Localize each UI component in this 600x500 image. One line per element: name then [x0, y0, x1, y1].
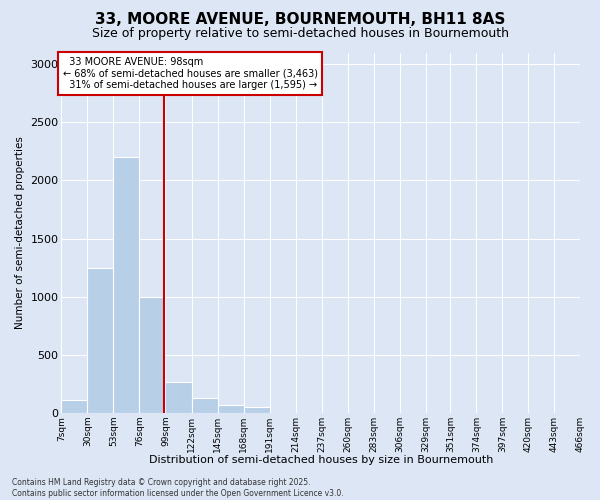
Text: Contains HM Land Registry data © Crown copyright and database right 2025.
Contai: Contains HM Land Registry data © Crown c… — [12, 478, 344, 498]
Y-axis label: Number of semi-detached properties: Number of semi-detached properties — [15, 136, 25, 329]
Title: 33, MOORE AVENUE, BOURNEMOUTH, BH11 8AS
Size of property relative to semi-detach: 33, MOORE AVENUE, BOURNEMOUTH, BH11 8AS … — [0, 499, 1, 500]
Bar — [139, 297, 166, 413]
Bar — [218, 405, 244, 413]
Bar — [113, 157, 139, 413]
Text: Size of property relative to semi-detached houses in Bournemouth: Size of property relative to semi-detach… — [91, 28, 509, 40]
Bar — [244, 408, 269, 413]
Text: 33 MOORE AVENUE: 98sqm
← 68% of semi-detached houses are smaller (3,463)
  31% o: 33 MOORE AVENUE: 98sqm ← 68% of semi-det… — [62, 57, 317, 90]
Bar — [88, 268, 113, 413]
Bar — [191, 398, 218, 413]
Bar — [61, 400, 88, 413]
Bar — [166, 382, 191, 413]
Text: 33, MOORE AVENUE, BOURNEMOUTH, BH11 8AS: 33, MOORE AVENUE, BOURNEMOUTH, BH11 8AS — [95, 12, 505, 28]
X-axis label: Distribution of semi-detached houses by size in Bournemouth: Distribution of semi-detached houses by … — [149, 455, 493, 465]
